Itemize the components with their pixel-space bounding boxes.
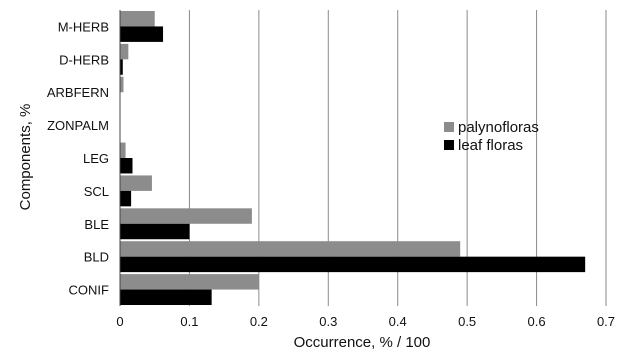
legend-swatch-palynofloras (444, 122, 454, 132)
bar-bld-palynofloras (120, 241, 461, 257)
bar-scl-palynofloras (120, 175, 152, 191)
bar-leg-leaf-floras (120, 158, 133, 174)
x-tick-label-0: 0 (116, 314, 123, 329)
bar-d-herb-palynofloras (120, 43, 129, 60)
bar-bld-leaf-floras (120, 256, 586, 273)
x-axis-title: Occurrence, % / 100 (294, 334, 431, 351)
bar-conif-palynofloras (120, 274, 259, 290)
legend-swatch-leaf-floras (444, 140, 454, 150)
bar-leg-palynofloras (120, 142, 126, 158)
bar-ble-palynofloras (120, 208, 252, 224)
bar-ble-leaf-floras (120, 223, 190, 240)
category-label-d-herb: D-HERB (59, 52, 109, 67)
category-label-conif: CONIF (69, 283, 110, 298)
x-tick-label-5: 0.5 (458, 314, 476, 329)
x-tick-label-3: 0.3 (319, 314, 337, 329)
category-label-scl: SCL (84, 184, 109, 199)
bar-d-herb-leaf-floras (120, 59, 123, 75)
x-tick-label-1: 0.1 (180, 314, 198, 329)
category-label-m-herb: M-HERB (58, 19, 109, 34)
bar-conif-leaf-floras (120, 289, 212, 306)
category-label-leg: LEG (83, 151, 109, 166)
y-axis-title: Components, % (17, 104, 34, 211)
bars (120, 10, 586, 306)
y-category-labels: M-HERB D-HERB ARBFERN ZONPALM LEG SCL BLE BLD CO… (47, 19, 109, 297)
bar-scl-leaf-floras (120, 190, 132, 207)
category-label-zonpalm: ZONPALM (47, 118, 109, 133)
x-tick-labels: 0 0.1 0.2 0.3 0.4 0.5 0.6 0.7 (116, 314, 615, 329)
legend-label-palynofloras: palynofloras (458, 119, 539, 136)
x-tick-label-4: 0.4 (389, 314, 407, 329)
x-tick-label-7: 0.7 (597, 314, 615, 329)
legend-label-leaf-floras: leaf floras (458, 137, 523, 154)
x-tick-label-2: 0.2 (250, 314, 268, 329)
category-label-ble: BLE (84, 217, 109, 232)
category-label-bld: BLD (84, 250, 109, 265)
x-tick-label-6: 0.6 (528, 314, 546, 329)
gridlines (188, 10, 607, 306)
bar-arbfern-palynofloras (120, 76, 124, 93)
bar-m-herb-leaf-floras (120, 26, 164, 42)
bar-m-herb-palynofloras (120, 10, 155, 27)
category-label-arbfern: ARBFERN (47, 85, 109, 100)
